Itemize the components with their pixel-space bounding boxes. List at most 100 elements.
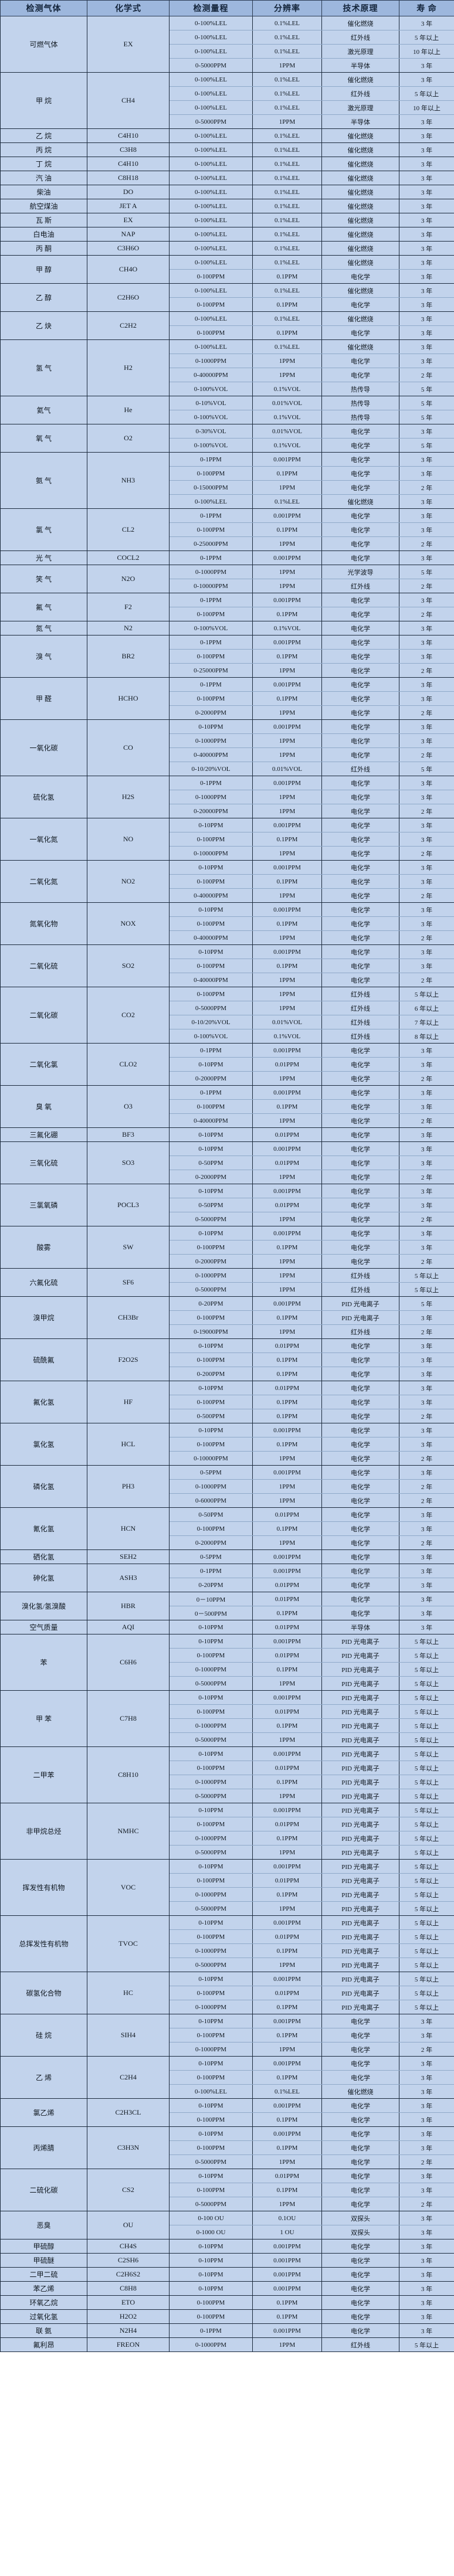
table-row: 甲 烷 CH4 0-100%LEL 0.1%LEL 催化燃烧 3 年 xyxy=(0,72,454,129)
cell-detection-range: 0-100%LEL xyxy=(169,185,253,199)
cell-service-life: 3 年 xyxy=(399,860,454,875)
cell-gas-name: 氦气 xyxy=(0,396,87,424)
table-row: 0-40000PPM 1PPM 电化学 2 年 xyxy=(1,930,454,945)
cell-chemical-formula: C3H3N xyxy=(87,2126,170,2169)
table-row: 0-100%LEL 0.1%LEL 红外线 5 年以上 xyxy=(1,86,454,101)
cell-detection-range: 0-100PPM xyxy=(169,2183,253,2197)
cell-service-life: 2 年 xyxy=(399,930,454,945)
cell-detection-range: 0-10PPM xyxy=(169,818,253,832)
cell-technology: 电化学 xyxy=(321,1043,399,1058)
cell-resolution: 0.01%VOL xyxy=(252,424,322,439)
cell-technology: 红外线 xyxy=(321,987,399,1001)
cell-service-life: 3 年 xyxy=(399,1240,454,1255)
cell-technology: 红外线 xyxy=(321,762,399,776)
cell-service-life: 3 年 xyxy=(399,2267,454,2282)
cell-chemical-formula: SIH4 xyxy=(87,2014,170,2057)
table-row: 0-1000PPM 0.1PPM PID 光电离子 5 年以上 xyxy=(1,1831,454,1846)
cell-technology: 电化学 xyxy=(321,705,399,720)
cell-service-life: 3 年 xyxy=(399,550,454,565)
cell-resolution: 0.001PPM xyxy=(252,677,322,692)
cell-chemical-formula: HBR xyxy=(87,1592,170,1620)
cell-detection-range: 0-5000PPM xyxy=(169,1212,253,1226)
cell-technology: 电化学 xyxy=(321,2140,399,2155)
cell-gas-name: 乙 烷 xyxy=(0,128,87,143)
table-row: 丙烯腈 C3H3N 0-10PPM 0.001PPM 电化学 3 年 xyxy=(0,2126,454,2169)
cell-chemical-formula: NO xyxy=(87,818,170,861)
cell-chemical-formula: C2H2 xyxy=(87,311,170,340)
cell-service-life: 3 年 xyxy=(399,58,454,73)
cell-resolution: 1PPM xyxy=(252,973,322,987)
cell-service-life: 5 年以上 xyxy=(399,1958,454,1972)
cell-chemical-formula: C2H3CL xyxy=(87,2098,170,2127)
cell-resolution: 1PPM xyxy=(252,663,322,678)
cell-chemical-formula: PH3 xyxy=(87,1465,170,1508)
table-row: 二甲苯 C8H10 0-10PPM 0.001PPM PID 光电离子 5 年以上 xyxy=(0,1746,454,1803)
cell-chemical-formula: HCHO xyxy=(87,677,170,720)
cell-detection-range: 0-100PPM xyxy=(169,522,253,537)
cell-detection-range: 0-100%LEL xyxy=(169,199,253,213)
table-row: 0-50PPM 0.01PPM 电化学 3 年 xyxy=(1,1198,454,1212)
cell-detection-range: 0-100PPM xyxy=(169,691,253,706)
cell-detection-range: 0-2000PPM xyxy=(169,705,253,720)
cell-resolution: 1PPM xyxy=(252,1958,322,1972)
cell-detection-range: 0-10PPM xyxy=(169,1338,253,1353)
cell-service-life: 3 年 xyxy=(399,157,454,171)
cell-detection-range: 0-5000PPM xyxy=(169,1901,253,1916)
cell-service-life: 5 年以上 xyxy=(399,1972,454,1986)
table-row: 0-5000PPM 1PPM PID 光电离子 5 年以上 xyxy=(1,1732,454,1747)
cell-resolution: 0.1PPM xyxy=(252,1367,322,1381)
cell-resolution: 1PPM xyxy=(252,579,322,593)
table-row: 0-5000PPM 1PPM 红外线 5 年以上 xyxy=(1,1282,454,1297)
table-row: 苯 C6H6 0-10PPM 0.001PPM PID 光电离子 5 年以上 xyxy=(0,1634,454,1691)
cell-technology: PID 光电离子 xyxy=(321,1789,399,1803)
cell-detection-range: 0-2000PPM xyxy=(169,1071,253,1086)
cell-resolution: 0.1PPM xyxy=(252,1831,322,1846)
cell-service-life: 5 年以上 xyxy=(399,1718,454,1733)
cell-technology: 电化学 xyxy=(321,860,399,875)
cell-technology: PID 光电离子 xyxy=(321,1915,399,1930)
cell-technology: 电化学 xyxy=(321,1338,399,1353)
cell-resolution: 0.01PPM xyxy=(252,1592,322,1606)
table-row: 溴 气 BR2 0-1PPM 0.001PPM 电化学 3 年 xyxy=(0,635,454,678)
cell-service-life: 3 年 xyxy=(399,2126,454,2141)
table-row: 0-100PPM 0.1PPM 电化学 3 年 xyxy=(1,832,454,847)
cell-technology: PID 光电离子 xyxy=(321,1986,399,2000)
cell-detection-range: 0-10PPM xyxy=(169,1141,253,1156)
cell-gas-name: 氟利昂 xyxy=(0,2337,87,2352)
cell-detection-range: 0-5000PPM xyxy=(169,114,253,129)
cell-detection-range: 0-1000PPM xyxy=(169,1718,253,1733)
cell-gas-name: 一氧化碳 xyxy=(0,719,87,776)
cell-service-life: 3 年 xyxy=(399,1381,454,1395)
cell-detection-range: 0-1PPM xyxy=(169,2323,253,2338)
cell-gas-name: 甲硫醇 xyxy=(0,2239,87,2254)
table-row: 0-25000PPM 1PPM 电化学 2 年 xyxy=(1,536,454,551)
cell-technology: 电化学 xyxy=(321,888,399,903)
table-row: 0-2000PPM 1PPM 电化学 2 年 xyxy=(1,705,454,720)
table-row: 0-100PPM 0.1PPM 电化学 3 年 xyxy=(1,1099,454,1114)
table-row: 硫化氢 H2S 0-1PPM 0.001PPM 电化学 3 年 xyxy=(0,776,454,818)
cell-technology: 催化燃烧 xyxy=(321,241,399,256)
table-row: 0-25000PPM 1PPM 电化学 2 年 xyxy=(1,663,454,678)
cell-service-life: 10 年以上 xyxy=(399,44,454,59)
cell-gas-name: 二硫化碳 xyxy=(0,2169,87,2211)
cell-detection-range: 0-100PPM xyxy=(169,2140,253,2155)
table-row: 恶臭 OU 0-100 OU 0.1OU 双探头 3 年 xyxy=(0,2211,454,2239)
cell-technology: 电化学 xyxy=(321,522,399,537)
cell-technology: PID 光电离子 xyxy=(321,1648,399,1663)
cell-resolution: 0.01PPM xyxy=(252,1338,322,1353)
cell-service-life: 3 年 xyxy=(399,2281,454,2296)
table-row: 硫酰氟 F2O2S 0-10PPM 0.01PPM 电化学 3 年 xyxy=(0,1338,454,1381)
cell-resolution: 0.1PPM xyxy=(252,2028,322,2043)
cell-technology: 电化学 xyxy=(321,1170,399,1184)
cell-gas-name: 可燃气体 xyxy=(0,16,87,73)
cell-chemical-formula: EX xyxy=(87,16,170,73)
cell-service-life: 5 年以上 xyxy=(399,1690,454,1705)
cell-chemical-formula: C3H6O xyxy=(87,241,170,256)
cell-technology: 电化学 xyxy=(321,2295,399,2310)
cell-resolution: 0.1%LEL xyxy=(252,339,322,354)
cell-detection-range: 0-40000PPM xyxy=(169,1113,253,1128)
table-row: 六氟化硫 SF6 0-1000PPM 1PPM 红外线 5 年以上 xyxy=(0,1268,454,1297)
cell-technology: 电化学 xyxy=(321,466,399,481)
cell-resolution: 0.1PPM xyxy=(252,1775,322,1789)
cell-technology: PID 光电离子 xyxy=(321,1845,399,1860)
